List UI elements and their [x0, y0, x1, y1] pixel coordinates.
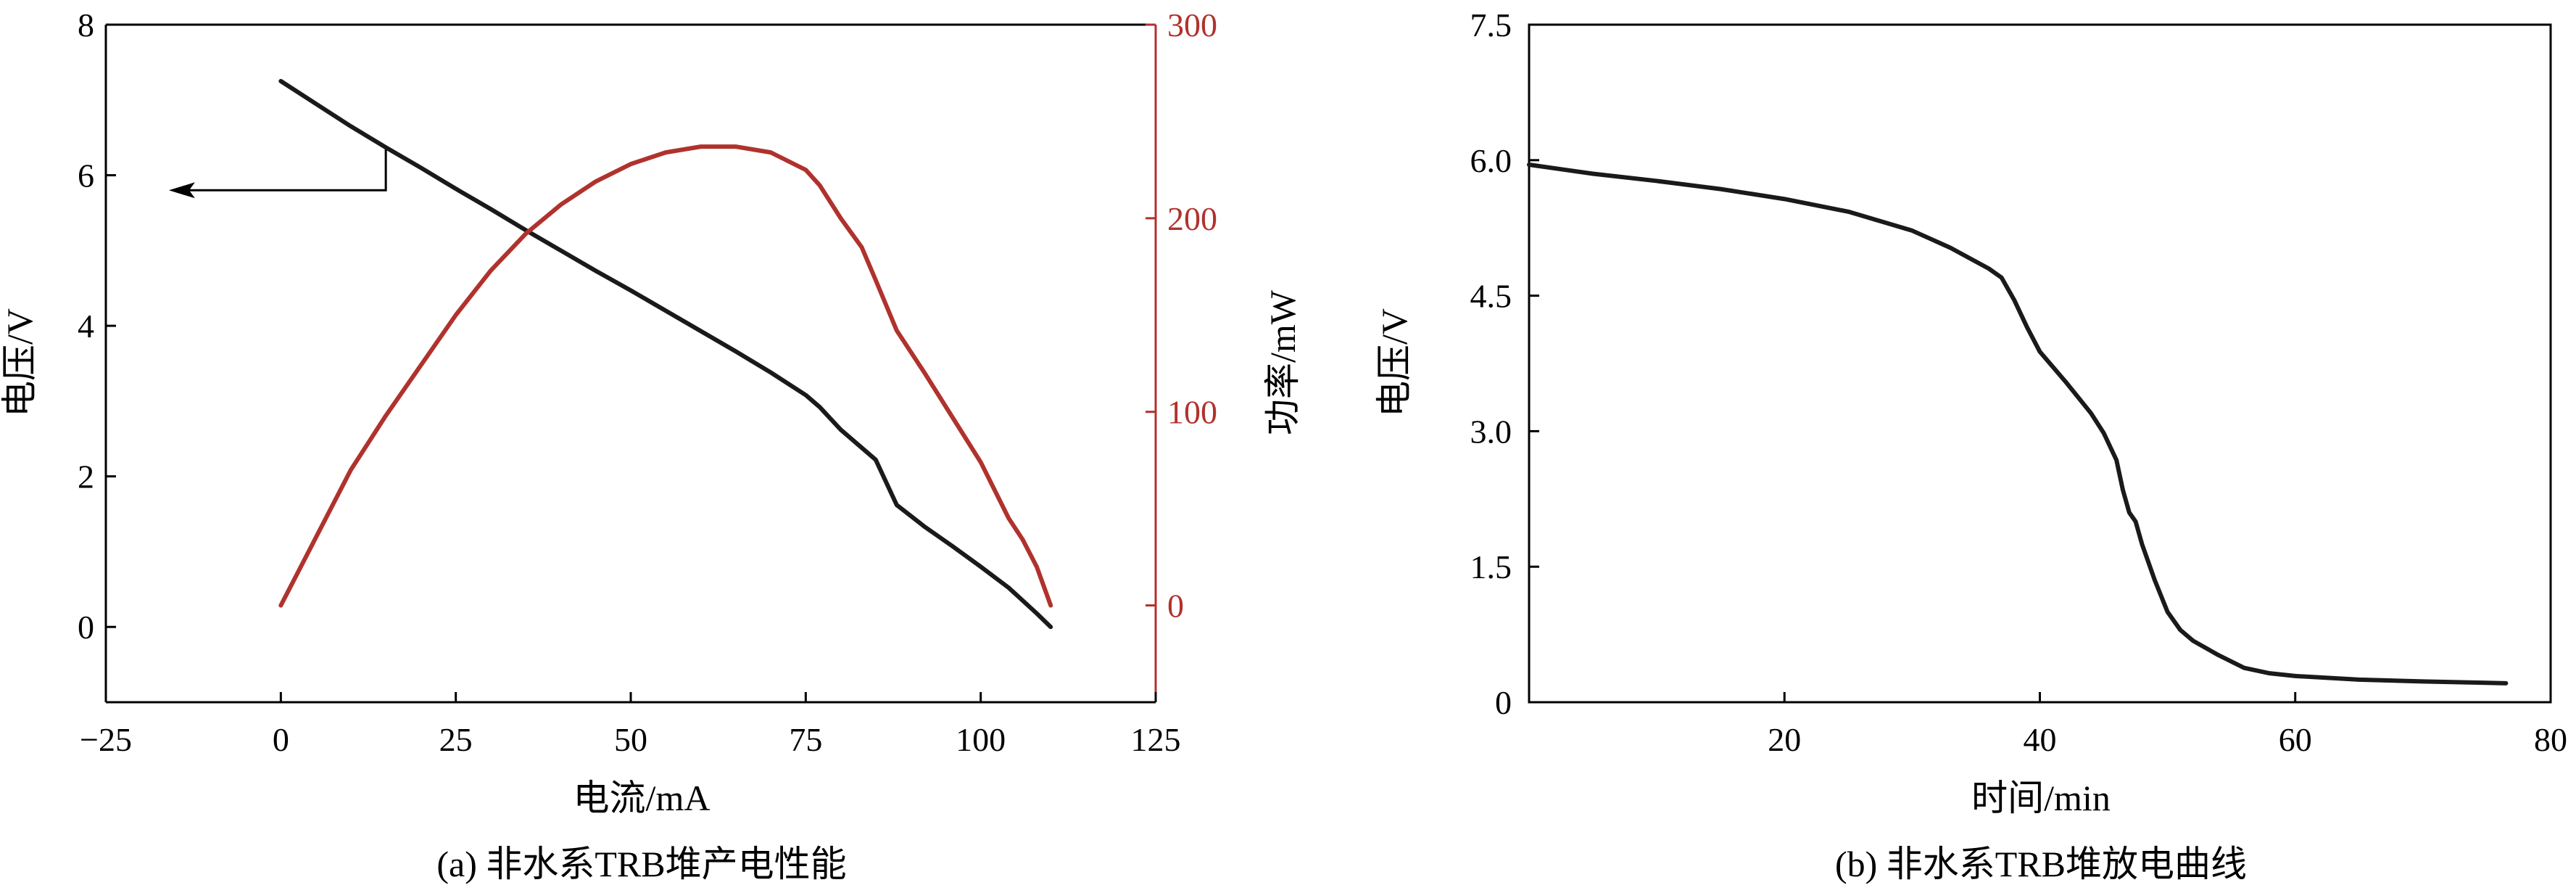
caption-a: (a) 非水系TRB堆产电性能: [436, 844, 846, 884]
y2-tick-label: 200: [1167, 200, 1217, 237]
discharge-curve: [1527, 162, 2509, 686]
x-axis-label: 时间/min: [1971, 778, 2111, 818]
y-tick-label: 4: [78, 308, 94, 345]
chart-b: 20 40 60 80 0 1.5 3.0 4.5 6.0 7.5 时间/min 电压/V (b) 非水…: [1374, 7, 2567, 884]
plot-frame: [1528, 23, 2552, 704]
y-axis-label: 电压/V: [1374, 308, 1415, 417]
caption-b: (b) 非水系TRB堆放电曲线: [1835, 844, 2247, 884]
x-tick-label: 20: [1768, 721, 1801, 758]
x-tick-label: 80: [2534, 721, 2567, 758]
x-tick-label: 100: [956, 721, 1006, 758]
x-tick-label: 125: [1131, 721, 1181, 758]
x-tick-label: 75: [789, 721, 822, 758]
y-tick-label: 0: [1495, 684, 1512, 721]
y-tick-label: 1.5: [1470, 548, 1512, 585]
x-tick-label: −25: [80, 721, 132, 758]
annotation-arrowhead: [168, 182, 195, 199]
x-axis-label: 电流/mA: [573, 778, 711, 818]
y2-tick-label: 100: [1167, 394, 1217, 431]
chart-a: −25 0 25 50 75 100 125 0 2 4 6 8 0 100 200 300 电流/mA 电压/V…: [0, 7, 1303, 884]
y-tick-label: 3.0: [1470, 413, 1512, 450]
y-tick-label: 4.5: [1470, 278, 1512, 315]
y-tick-label: 8: [78, 7, 94, 44]
y2-tick-label: 300: [1167, 7, 1217, 44]
x-tick-label: 60: [2279, 721, 2312, 758]
annotation-arrow-line: [184, 149, 387, 192]
y-tick-label: 6.0: [1470, 142, 1512, 179]
x-tick-label: 0: [273, 721, 289, 758]
y-tick-label: 2: [78, 458, 94, 495]
voltage-curve: [278, 78, 1053, 630]
x-tick-label: 40: [2024, 721, 2057, 758]
y-tick-label: 6: [78, 157, 94, 194]
y-axis-label: 电压/V: [0, 308, 40, 417]
y2-axis-label: 功率/mW: [1262, 289, 1303, 435]
power-curve: [278, 144, 1053, 608]
x-tick-label: 25: [439, 721, 473, 758]
y2-tick-label: 0: [1167, 588, 1184, 625]
y-tick-label: 7.5: [1470, 7, 1512, 44]
x-tick-label: 50: [614, 721, 647, 758]
y-tick-label: 0: [78, 609, 94, 646]
